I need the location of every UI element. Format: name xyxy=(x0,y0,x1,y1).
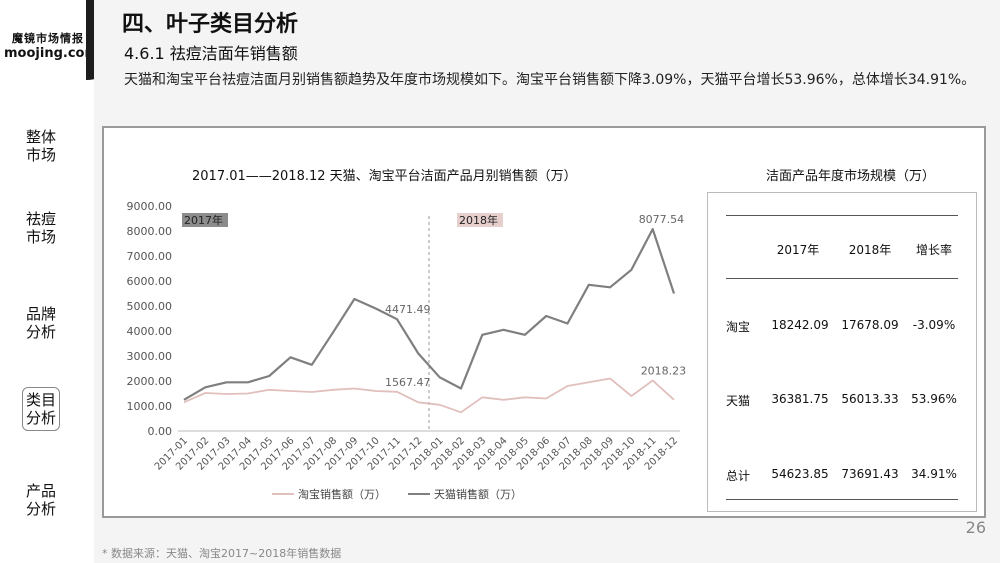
table-header-2018: 2018年 xyxy=(848,243,892,257)
page-title: 四、叶子类目分析 xyxy=(122,12,299,37)
y-tick-label: 0.00 xyxy=(148,425,173,438)
nav-item-acne-market[interactable]: 祛痘市场 xyxy=(22,210,60,246)
table-header-2017: 2017年 xyxy=(776,243,820,257)
y-tick-label: 9000.00 xyxy=(127,200,173,213)
table-top-rule xyxy=(726,215,958,216)
nav-label: 产品分析 xyxy=(25,482,56,518)
nav-label: 类目分析 xyxy=(25,391,56,427)
year-label-2017-bg xyxy=(182,213,228,227)
chart-panel: 2017.01——2018.12 天猫、淘宝平台洁面产品月别销售额（万） 0.0… xyxy=(102,126,986,518)
table-header-rule xyxy=(726,278,958,279)
data-label: 1567.47 xyxy=(385,376,431,389)
tmall-series-line xyxy=(183,227,676,401)
chart-title: 2017.01——2018.12 天猫、淘宝平台洁面产品月别销售额（万） xyxy=(192,169,577,184)
page-number: 26 xyxy=(965,518,986,537)
nav-label: 祛痘市场 xyxy=(25,210,56,246)
table-cell: -3.09% xyxy=(912,318,956,332)
legend-label-taobao: 淘宝销售额（万） xyxy=(298,487,386,501)
table-header-growth: 增长率 xyxy=(915,243,952,257)
y-tick-label: 6000.00 xyxy=(127,275,173,288)
brand-name-en: moojing.com xyxy=(4,46,99,61)
table-title: 洁面产品年度市场规模（万） xyxy=(766,169,936,184)
y-tick-label: 2000.00 xyxy=(127,375,173,388)
table-row-label: 天猫 xyxy=(725,394,750,408)
nav-item-product-analysis[interactable]: 产品分析 xyxy=(22,482,60,518)
y-tick-label: 7000.00 xyxy=(127,250,173,263)
taobao-series-line xyxy=(183,377,675,414)
table-cell: 53.96% xyxy=(911,392,957,406)
y-tick-label: 5000.00 xyxy=(127,300,173,313)
y-tick-label: 3000.00 xyxy=(127,350,173,363)
table-cell: 56013.33 xyxy=(841,392,899,406)
nav-label: 品牌分析 xyxy=(25,305,56,341)
y-tick-label: 4000.00 xyxy=(127,325,173,338)
nav-item-overall-market[interactable]: 整体市场 xyxy=(22,128,60,164)
data-label: 2018.23 xyxy=(641,365,687,378)
table-cell: 54623.85 xyxy=(771,467,829,481)
table-cell: 36381.75 xyxy=(771,392,829,406)
sidebar: 魔镜市场情报 moojing.com 整体市场 祛痘市场 品牌分析 类目分析 产… xyxy=(0,0,99,563)
y-tick-label: 8000.00 xyxy=(127,225,173,238)
table-cell: 73691.43 xyxy=(841,467,899,481)
table-row-label: 总计 xyxy=(725,469,750,483)
data-label: 8077.54 xyxy=(639,213,685,226)
brand-name-cn: 魔镜市场情报 xyxy=(12,32,84,45)
nav-item-brand-analysis[interactable]: 品牌分析 xyxy=(22,305,60,341)
nav-label: 整体市场 xyxy=(25,128,56,164)
table-cell: 34.91% xyxy=(911,467,957,481)
market-size-table: 2017年 2018年 增长率 淘宝 18242.09 17678.09 -3.… xyxy=(707,192,977,512)
footnote: * 数据来源：天猫、淘宝2017~2018年销售数据 xyxy=(102,547,342,560)
main-content: 四、叶子类目分析 4.6.1 祛痘洁面年销售额 天猫和淘宝平台祛痘洁面月别销售额… xyxy=(94,0,1000,563)
year-label-2018-bg xyxy=(457,213,503,227)
data-label: 4471.49 xyxy=(385,303,431,316)
legend-label-tmall: 天猫销售额（万） xyxy=(434,487,522,501)
table-cell: 18242.09 xyxy=(771,318,829,332)
table-cell: 17678.09 xyxy=(841,318,899,332)
line-chart: 0.00 1000.00 2000.00 3000.00 4000.00 5000.00 6… xyxy=(127,200,687,501)
table-row-label: 淘宝 xyxy=(725,320,750,334)
page-description: 天猫和淘宝平台祛痘洁面月别销售额趋势及年度市场规模如下。淘宝平台销售额下降3.0… xyxy=(124,72,976,88)
nav-item-category-analysis[interactable]: 类目分析 xyxy=(22,387,60,431)
year-label-2017: 2017年 xyxy=(184,213,223,227)
section-subtitle: 4.6.1 祛痘洁面年销售额 xyxy=(124,44,298,63)
year-label-2018: 2018年 xyxy=(459,213,498,227)
y-tick-label: 1000.00 xyxy=(127,400,173,413)
brand-logo: 魔镜市场情报 moojing.com xyxy=(4,30,99,61)
table-bottom-rule xyxy=(726,499,958,500)
